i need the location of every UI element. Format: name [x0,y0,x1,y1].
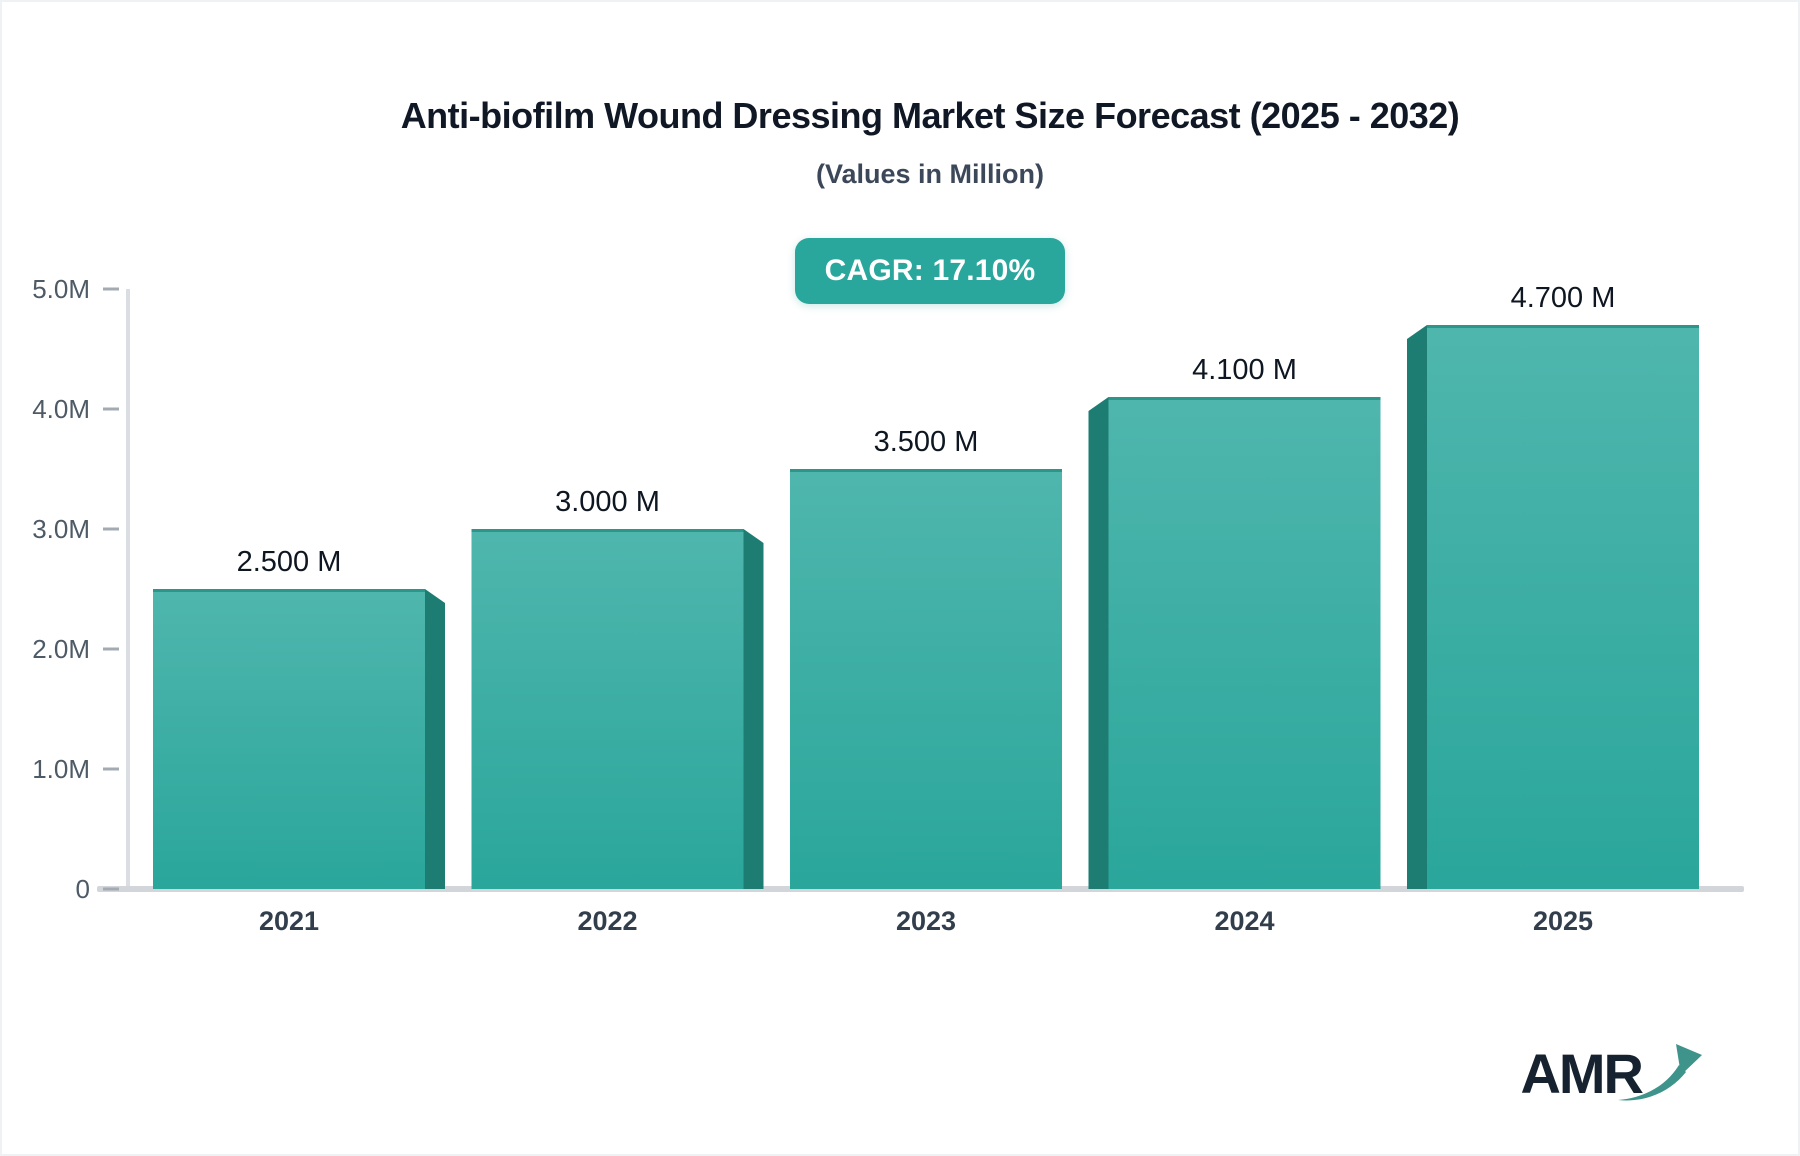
amr-logo: AMR [1520,1042,1702,1102]
chart-title: Anti-biofilm Wound Dressing Market Size … [400,95,1460,136]
y-tick-mark [103,647,119,651]
bar-top-edge [1427,325,1699,328]
arrow-swoosh [1618,1065,1686,1101]
bar-top-edge [153,589,425,592]
y-tick-mark [103,407,119,411]
bar-2021 [153,589,425,889]
bar-2025 [1427,325,1699,889]
y-tick-mark [103,887,119,891]
growth-arrow-icon [1618,1044,1702,1101]
bar-top-edge [1108,397,1381,400]
y-tick-mark [103,767,119,771]
y-tick-mark [103,527,119,531]
bar-side-face [1407,325,1427,889]
chart-header: Anti-biofilm Wound Dressing Market Size … [62,2,1798,304]
bar-2022 [471,529,744,889]
bar-side-face [743,529,764,889]
y-tick-mark [103,287,119,291]
bar-side-face [1088,397,1109,889]
amr-logo-text: AMR [1520,1042,1644,1105]
chart-subtitle: (Values in Million) [815,159,1045,189]
arrow-head [1676,1044,1702,1075]
bar-top-edge [471,529,744,532]
bar-2023 [790,469,1062,889]
bar-2024 [1108,397,1381,889]
y-axis-line [126,289,130,889]
bar-side-face [425,589,445,889]
cagr-badge: CAGR: 17.10% [794,238,1066,304]
bar-top-edge [790,469,1062,472]
